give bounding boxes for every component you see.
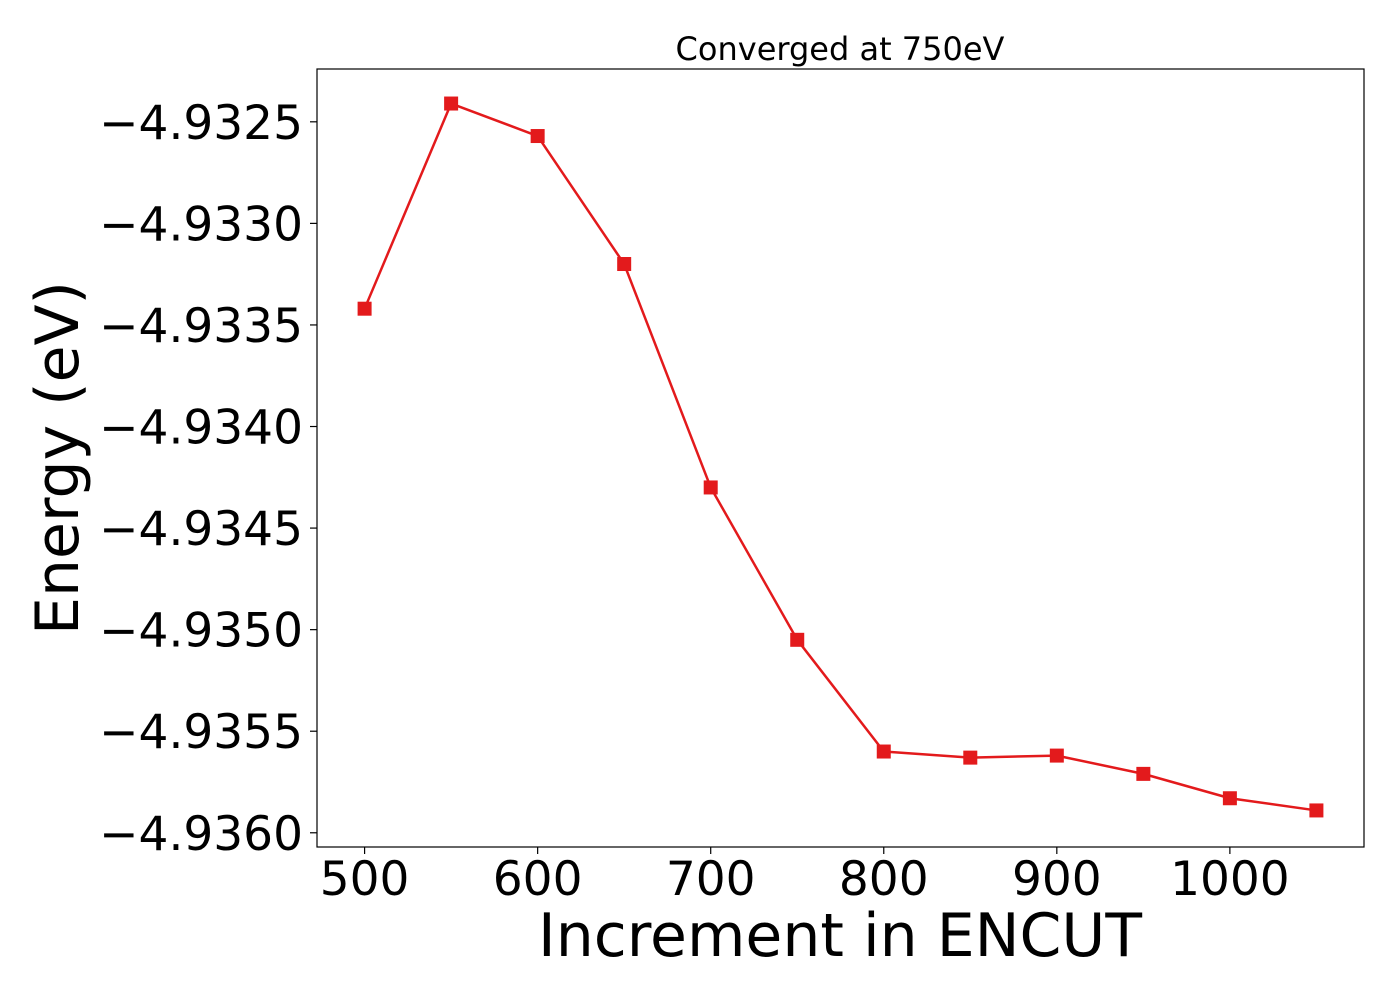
data-point-marker — [1309, 803, 1324, 818]
y-tick-label: −4.9350 — [99, 604, 303, 659]
x-tick-label: 500 — [320, 852, 410, 907]
data-point-marker — [1136, 766, 1151, 781]
data-point-marker — [963, 750, 978, 765]
y-axis: −4.9325 −4.9330 −4.9335 −4.9340 −4.9345 −4.93… — [99, 96, 317, 862]
x-axis: 500 600 700 800 900 1000 — [320, 847, 1290, 907]
data-point-marker — [1222, 791, 1237, 806]
y-tick-label: −4.9340 — [99, 401, 303, 456]
chart-title: Converged at 750eV — [676, 30, 1005, 68]
data-point-marker — [617, 257, 632, 272]
plot-frame — [316, 68, 1365, 848]
data-point-marker — [790, 632, 805, 647]
y-tick-label: −4.9325 — [99, 96, 303, 151]
x-tick-label: 1000 — [1170, 852, 1290, 907]
data-point-marker — [876, 744, 891, 759]
x-tick-label: 800 — [839, 852, 929, 907]
data-point-marker — [357, 301, 372, 316]
data-point-marker — [444, 96, 459, 111]
x-tick-label: 900 — [1012, 852, 1102, 907]
y-tick-label: −4.9330 — [99, 197, 303, 252]
y-tick-label: −4.9345 — [99, 502, 303, 557]
x-tick-label: 600 — [493, 852, 583, 907]
y-tick-label: −4.9335 — [99, 299, 303, 354]
data-point-marker — [1049, 748, 1064, 763]
y-axis-title: Energy (eV) — [23, 281, 93, 635]
data-point-marker — [703, 480, 718, 495]
x-tick-label: 700 — [666, 852, 756, 907]
series-line — [363, 102, 1317, 812]
y-tick-label: −4.9355 — [99, 705, 303, 760]
plot-area — [357, 96, 1324, 818]
data-point-marker — [530, 129, 545, 144]
x-axis-title: Increment in ENCUT — [538, 901, 1142, 971]
y-tick-label: −4.9360 — [99, 807, 303, 862]
